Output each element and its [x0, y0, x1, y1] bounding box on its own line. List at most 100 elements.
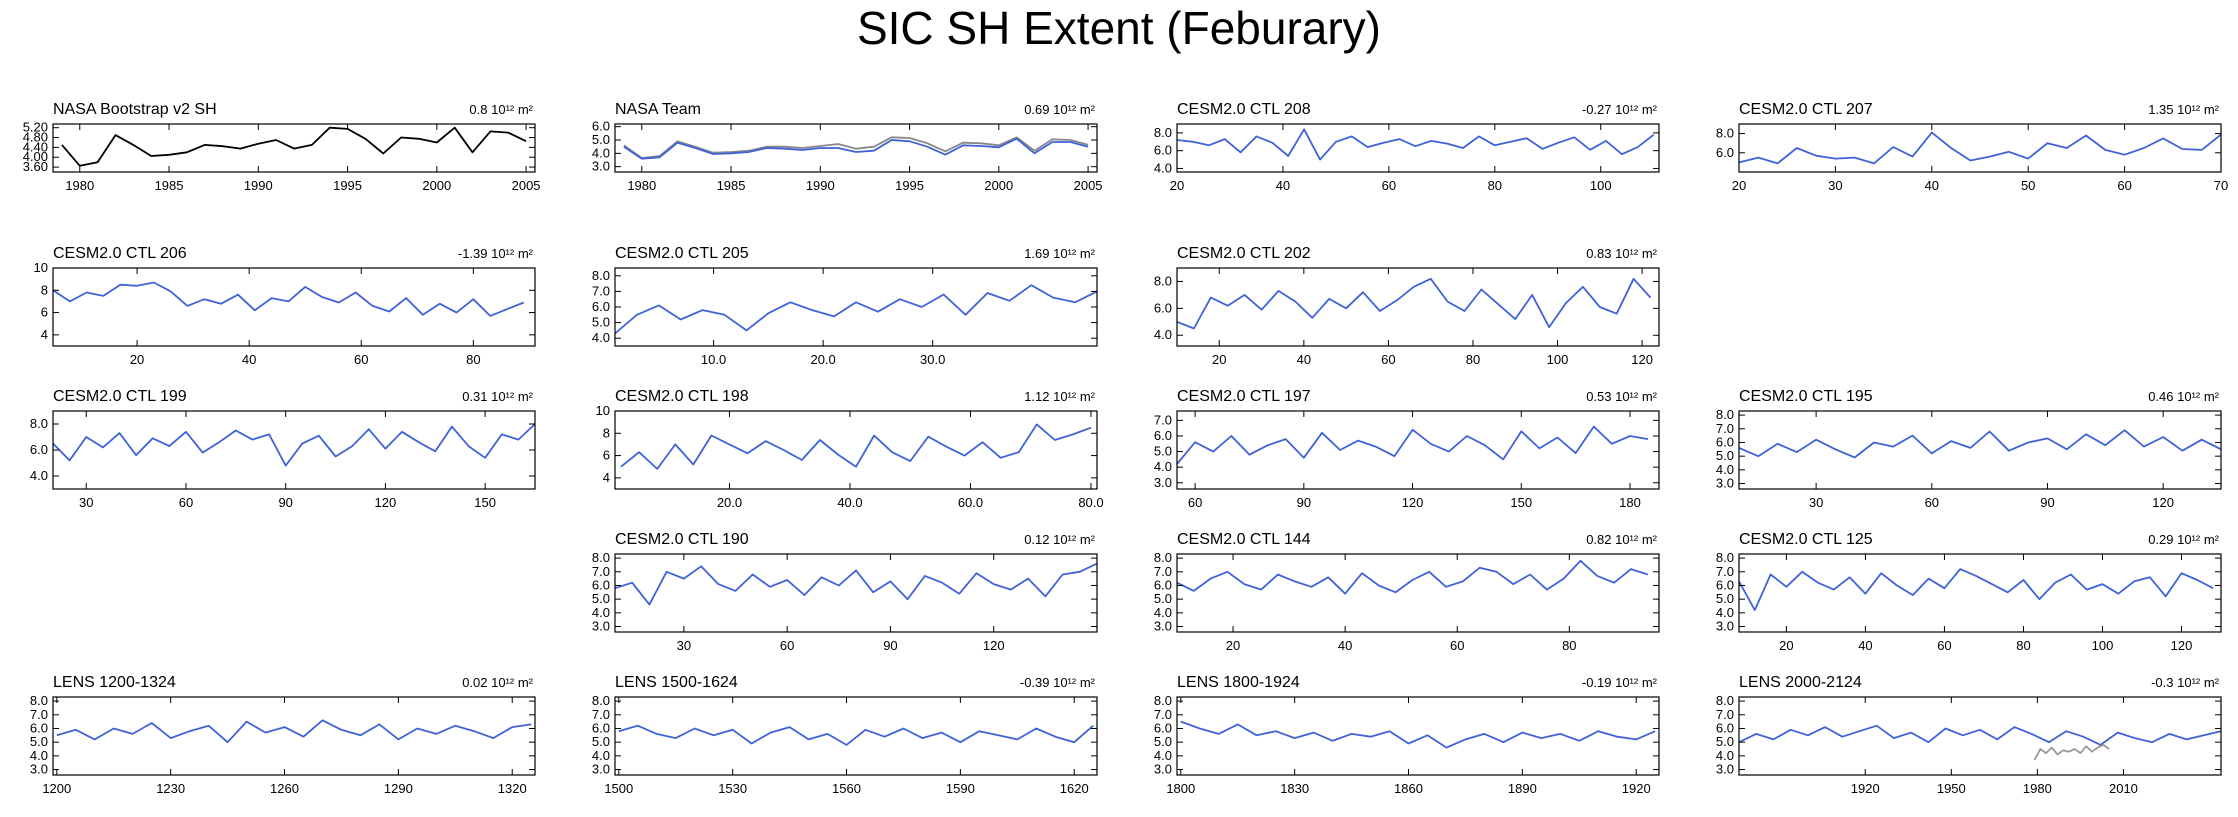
panel-title: CESM2.0 CTL 199 [53, 388, 187, 405]
x-tick-label: 40 [1338, 638, 1352, 653]
x-tick-label: 120 [2171, 638, 2193, 653]
y-tick-label: 3.0 [592, 619, 610, 634]
y-tick-label: 6.0 [1154, 300, 1172, 315]
x-tick-label: 1800 [1166, 781, 1195, 796]
plot-frame [52, 410, 536, 490]
x-tick-label: 20 [1732, 178, 1746, 193]
x-tick-label: 120 [375, 495, 397, 510]
plot-frame [1176, 410, 1660, 490]
y-tick-label: 4.0 [1154, 748, 1172, 763]
x-tick-label: 60 [354, 352, 368, 367]
y-tick-label: 8.0 [1154, 273, 1172, 288]
x-tick-label: 150 [1510, 495, 1532, 510]
y-tick-label: 4.80 [23, 130, 48, 145]
series-line [614, 284, 1098, 335]
y-tick-label: 4.40 [23, 139, 48, 154]
x-tick-label: 1200 [42, 781, 71, 796]
x-tick-label: 60.0 [958, 495, 983, 510]
x-tick-label: 80 [2016, 638, 2030, 653]
panel-title: CESM2.0 CTL 195 [1739, 388, 1873, 405]
y-tick-label: 3.0 [1716, 476, 1734, 491]
y-tick-label: 7.0 [592, 707, 610, 722]
series-line [623, 136, 1089, 159]
panel-title: CESM2.0 CTL 190 [615, 531, 749, 548]
x-tick-label: 1950 [1937, 781, 1966, 796]
x-tick-label: 90 [278, 495, 292, 510]
trend-annotation: 0.46 10¹² m² [2148, 389, 2219, 404]
x-tick-label: 1230 [156, 781, 185, 796]
y-tick-label: 7.0 [592, 283, 610, 298]
series-line [52, 281, 525, 317]
x-tick-label: 1920 [1851, 781, 1880, 796]
x-tick-label: 10.0 [701, 352, 726, 367]
series-line [1176, 128, 1655, 161]
x-tick-label: 1985 [717, 178, 746, 193]
panel-title: NASA Team [615, 101, 701, 118]
y-tick-label: 4 [603, 470, 610, 485]
trend-annotation: 0.82 10¹² m² [1586, 532, 1657, 547]
x-tick-label: 1500 [604, 781, 633, 796]
x-tick-label: 1890 [1508, 781, 1537, 796]
x-tick-label: 40 [1276, 178, 1290, 193]
x-tick-label: 60 [1450, 638, 1464, 653]
y-tick-label: 8.0 [592, 268, 610, 283]
x-tick-label: 50 [2021, 178, 2035, 193]
trend-annotation: -0.3 10¹² m² [2151, 675, 2220, 690]
y-tick-label: 4.0 [1154, 459, 1172, 474]
series-line [623, 137, 1089, 160]
y-tick-label: 8.0 [30, 693, 48, 708]
x-tick-label: 1290 [384, 781, 413, 796]
y-tick-label: 6.0 [592, 720, 610, 735]
series-line [1176, 425, 1649, 465]
y-tick-label: 8.0 [30, 416, 48, 431]
plot-frame [1738, 553, 2222, 633]
y-tick-label: 4.0 [30, 468, 48, 483]
y-tick-label: 6.0 [1154, 143, 1172, 158]
y-tick-label: 4.0 [1154, 160, 1172, 175]
figure-title: SIC SH Extent (Feburary) [857, 2, 1381, 54]
x-tick-label: 80.0 [1078, 495, 1103, 510]
plot-frame [1176, 696, 1660, 776]
y-tick-label: 4.0 [1716, 605, 1734, 620]
y-tick-label: 10 [34, 260, 48, 275]
y-tick-label: 3.0 [592, 159, 610, 174]
y-tick-label: 4.0 [1716, 462, 1734, 477]
y-tick-label: 4.0 [1716, 748, 1734, 763]
y-tick-label: 6.0 [1154, 577, 1172, 592]
y-tick-label: 5.0 [1716, 734, 1734, 749]
plot-frame [52, 123, 536, 173]
x-tick-label: 80 [1488, 178, 1502, 193]
x-tick-label: 60 [1925, 495, 1939, 510]
trend-annotation: 0.12 10¹² m² [1024, 532, 1095, 547]
x-tick-label: 180 [1619, 495, 1641, 510]
y-tick-label: 8.0 [1716, 693, 1734, 708]
x-tick-label: 30 [677, 638, 691, 653]
x-tick-label: 120 [1631, 352, 1653, 367]
x-tick-label: 2005 [512, 178, 541, 193]
x-tick-label: 30 [1828, 178, 1842, 193]
x-tick-label: 1980 [627, 178, 656, 193]
x-tick-label: 1990 [806, 178, 835, 193]
y-tick-label: 5.0 [1716, 591, 1734, 606]
plot-frame [614, 410, 1098, 490]
x-tick-label: 30.0 [920, 352, 945, 367]
y-tick-label: 6.0 [1716, 434, 1734, 449]
plot-frame [614, 123, 1098, 173]
series-line [1738, 131, 2222, 165]
x-tick-label: 1830 [1280, 781, 1309, 796]
y-tick-label: 6.0 [30, 442, 48, 457]
plot-frame [1176, 267, 1660, 347]
x-tick-label: 1320 [498, 781, 527, 796]
x-tick-label: 80 [1562, 638, 1576, 653]
x-tick-label: 40 [242, 352, 256, 367]
x-tick-label: 60 [179, 495, 193, 510]
trend-annotation: 0.8 10¹² m² [469, 102, 533, 117]
x-tick-label: 150 [474, 495, 496, 510]
plot-frame [1176, 123, 1660, 173]
x-tick-label: 80 [466, 352, 480, 367]
y-tick-label: 5.0 [30, 734, 48, 749]
x-tick-label: 60 [780, 638, 794, 653]
x-tick-label: 20 [130, 352, 144, 367]
series-line [1176, 559, 1649, 595]
